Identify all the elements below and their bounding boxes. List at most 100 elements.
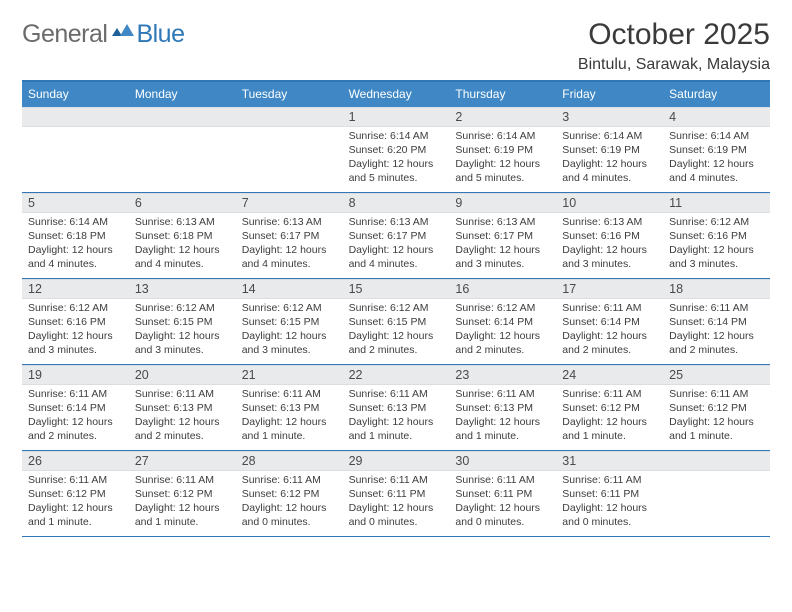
day-info: Sunrise: 6:11 AMSunset: 6:11 PMDaylight:… bbox=[559, 474, 660, 529]
day-info: Sunrise: 6:11 AMSunset: 6:13 PMDaylight:… bbox=[346, 388, 447, 443]
day-cell: 26Sunrise: 6:11 AMSunset: 6:12 PMDayligh… bbox=[22, 451, 129, 536]
dow-cell: Monday bbox=[129, 82, 236, 107]
day-number: 28 bbox=[236, 451, 343, 471]
day-number: 11 bbox=[663, 193, 770, 213]
week-row: 5Sunrise: 6:14 AMSunset: 6:18 PMDaylight… bbox=[22, 193, 770, 279]
brand-text-b: Blue bbox=[136, 20, 184, 49]
brand-mark-icon bbox=[112, 22, 134, 40]
day-number: 1 bbox=[343, 107, 450, 127]
day-cell: 29 Sunrise: 6:11 AMSunset: 6:11 PMDayligh… bbox=[343, 451, 450, 536]
day-number: 25 bbox=[663, 365, 770, 385]
dow-cell: Friday bbox=[556, 82, 663, 107]
day-cell: . bbox=[236, 107, 343, 192]
day-cell: 16Sunrise: 6:12 AMSunset: 6:14 PMDayligh… bbox=[449, 279, 556, 364]
weeks-container: ...1Sunrise: 6:14 AMSunset: 6:20 PMDayli… bbox=[22, 107, 770, 537]
day-number: 21 bbox=[236, 365, 343, 385]
day-number: 8 bbox=[343, 193, 450, 213]
day-number: 18 bbox=[663, 279, 770, 299]
day-cell: 15Sunrise: 6:12 AMSunset: 6:15 PMDayligh… bbox=[343, 279, 450, 364]
day-cell: 20 Sunrise: 6:11 AMSunset: 6:13 PMDayligh… bbox=[129, 365, 236, 450]
week-row: 12 Sunrise: 6:12 AMSunset: 6:16 PMDayligh… bbox=[22, 279, 770, 365]
day-number: 29 bbox=[343, 451, 450, 471]
day-number: . bbox=[22, 107, 129, 127]
dow-cell: Sunday bbox=[22, 82, 129, 107]
day-info: Sunrise: 6:11 AMSunset: 6:13 PMDaylight:… bbox=[239, 388, 340, 443]
day-number: 27 bbox=[129, 451, 236, 471]
day-info: Sunrise: 6:11 AMSunset: 6:12 PMDaylight:… bbox=[132, 474, 233, 529]
day-info: Sunrise: 6:11 AMSunset: 6:13 PMDaylight:… bbox=[132, 388, 233, 443]
day-number: 13 bbox=[129, 279, 236, 299]
day-info: Sunrise: 6:13 AMSunset: 6:17 PMDaylight:… bbox=[452, 216, 553, 271]
day-info: Sunrise: 6:12 AMSunset: 6:15 PMDaylight:… bbox=[132, 302, 233, 357]
day-info: Sunrise: 6:12 AMSunset: 6:15 PMDaylight:… bbox=[346, 302, 447, 357]
day-info: Sunrise: 6:11 AMSunset: 6:11 PMDaylight:… bbox=[346, 474, 447, 529]
day-cell: 24 Sunrise: 6:11 AMSunset: 6:12 PMDayligh… bbox=[556, 365, 663, 450]
day-cell: 3 Sunrise: 6:14 AMSunset: 6:19 PMDaylight… bbox=[556, 107, 663, 192]
day-cell: 1Sunrise: 6:14 AMSunset: 6:20 PMDaylight… bbox=[343, 107, 450, 192]
day-info: Sunrise: 6:11 AMSunset: 6:13 PMDaylight:… bbox=[452, 388, 553, 443]
day-number: . bbox=[663, 451, 770, 471]
day-cell: 9 Sunrise: 6:13 AMSunset: 6:17 PMDaylight… bbox=[449, 193, 556, 278]
day-cell: 14Sunrise: 6:12 AMSunset: 6:15 PMDayligh… bbox=[236, 279, 343, 364]
day-info: Sunrise: 6:11 AMSunset: 6:12 PMDaylight:… bbox=[559, 388, 660, 443]
day-cell: 31Sunrise: 6:11 AMSunset: 6:11 PMDayligh… bbox=[556, 451, 663, 536]
dow-cell: Tuesday bbox=[236, 82, 343, 107]
day-info: Sunrise: 6:11 AMSunset: 6:14 PMDaylight:… bbox=[25, 388, 126, 443]
calendar-grid: SundayMondayTuesdayWednesdayThursdayFrid… bbox=[22, 80, 770, 537]
day-number: 24 bbox=[556, 365, 663, 385]
week-row: ...1Sunrise: 6:14 AMSunset: 6:20 PMDayli… bbox=[22, 107, 770, 193]
day-cell: . bbox=[22, 107, 129, 192]
day-cell: 5Sunrise: 6:14 AMSunset: 6:18 PMDaylight… bbox=[22, 193, 129, 278]
day-cell: 19 Sunrise: 6:11 AMSunset: 6:14 PMDayligh… bbox=[22, 365, 129, 450]
day-info: Sunrise: 6:13 AMSunset: 6:18 PMDaylight:… bbox=[132, 216, 233, 271]
day-number: 6 bbox=[129, 193, 236, 213]
day-cell: 17Sunrise: 6:11 AMSunset: 6:14 PMDayligh… bbox=[556, 279, 663, 364]
day-cell: 28Sunrise: 6:11 AMSunset: 6:12 PMDayligh… bbox=[236, 451, 343, 536]
dow-cell: Wednesday bbox=[343, 82, 450, 107]
day-cell: 13 Sunrise: 6:12 AMSunset: 6:15 PMDayligh… bbox=[129, 279, 236, 364]
day-number: 3 bbox=[556, 107, 663, 127]
day-cell: 4 Sunrise: 6:14 AMSunset: 6:19 PMDaylight… bbox=[663, 107, 770, 192]
day-cell: . bbox=[663, 451, 770, 536]
day-number: 12 bbox=[22, 279, 129, 299]
day-number: 9 bbox=[449, 193, 556, 213]
day-info: Sunrise: 6:11 AMSunset: 6:11 PMDaylight:… bbox=[452, 474, 553, 529]
day-number: 7 bbox=[236, 193, 343, 213]
day-info: Sunrise: 6:11 AMSunset: 6:12 PMDaylight:… bbox=[666, 388, 767, 443]
day-cell: 2 Sunrise: 6:14 AMSunset: 6:19 PMDaylight… bbox=[449, 107, 556, 192]
title-block: October 2025 Bintulu, Sarawak, Malaysia bbox=[578, 18, 770, 74]
week-row: 26Sunrise: 6:11 AMSunset: 6:12 PMDayligh… bbox=[22, 451, 770, 537]
day-cell: 11Sunrise: 6:12 AMSunset: 6:16 PMDayligh… bbox=[663, 193, 770, 278]
dow-cell: Thursday bbox=[449, 82, 556, 107]
day-cell: 27 Sunrise: 6:11 AMSunset: 6:12 PMDayligh… bbox=[129, 451, 236, 536]
day-number: 2 bbox=[449, 107, 556, 127]
day-cell: 23 Sunrise: 6:11 AMSunset: 6:13 PMDayligh… bbox=[449, 365, 556, 450]
day-info: Sunrise: 6:13 AMSunset: 6:16 PMDaylight:… bbox=[559, 216, 660, 271]
dow-cell: Saturday bbox=[663, 82, 770, 107]
day-number: 20 bbox=[129, 365, 236, 385]
day-number: 23 bbox=[449, 365, 556, 385]
day-info: Sunrise: 6:14 AMSunset: 6:19 PMDaylight:… bbox=[452, 130, 553, 185]
day-cell: 6 Sunrise: 6:13 AMSunset: 6:18 PMDaylight… bbox=[129, 193, 236, 278]
calendar-page: General Blue October 2025 Bintulu, Saraw… bbox=[0, 0, 792, 547]
day-number: . bbox=[129, 107, 236, 127]
day-cell: 25 Sunrise: 6:11 AMSunset: 6:12 PMDayligh… bbox=[663, 365, 770, 450]
day-number: 5 bbox=[22, 193, 129, 213]
brand-text-a: General bbox=[22, 20, 107, 49]
day-info: Sunrise: 6:13 AMSunset: 6:17 PMDaylight:… bbox=[346, 216, 447, 271]
day-info: Sunrise: 6:11 AMSunset: 6:14 PMDaylight:… bbox=[559, 302, 660, 357]
day-info: Sunrise: 6:11 AMSunset: 6:14 PMDaylight:… bbox=[666, 302, 767, 357]
day-cell: 7Sunrise: 6:13 AMSunset: 6:17 PMDaylight… bbox=[236, 193, 343, 278]
day-number: 14 bbox=[236, 279, 343, 299]
day-number: 19 bbox=[22, 365, 129, 385]
day-number: 10 bbox=[556, 193, 663, 213]
day-number: 4 bbox=[663, 107, 770, 127]
day-info: Sunrise: 6:14 AMSunset: 6:19 PMDaylight:… bbox=[559, 130, 660, 185]
day-info: Sunrise: 6:14 AMSunset: 6:19 PMDaylight:… bbox=[666, 130, 767, 185]
day-number: . bbox=[236, 107, 343, 127]
header-row: General Blue October 2025 Bintulu, Saraw… bbox=[22, 18, 770, 74]
day-info: Sunrise: 6:12 AMSunset: 6:16 PMDaylight:… bbox=[25, 302, 126, 357]
day-cell: 18 Sunrise: 6:11 AMSunset: 6:14 PMDayligh… bbox=[663, 279, 770, 364]
brand-logo: General Blue bbox=[22, 20, 185, 49]
day-cell: 30Sunrise: 6:11 AMSunset: 6:11 PMDayligh… bbox=[449, 451, 556, 536]
